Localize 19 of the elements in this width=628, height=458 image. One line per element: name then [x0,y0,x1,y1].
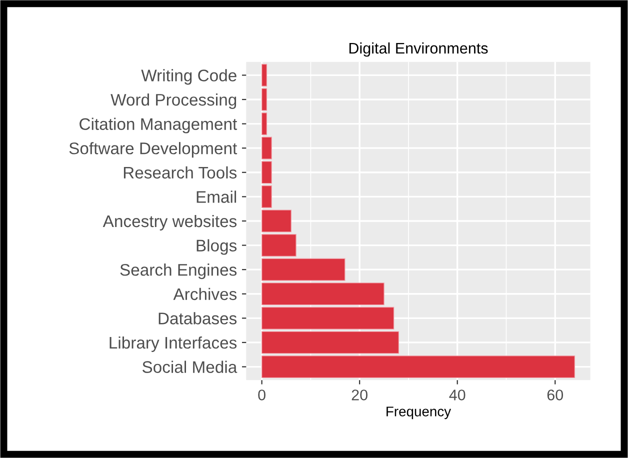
y-tick-label: Research Tools [124,166,237,179]
y-tick-label: Software Development [69,142,238,158]
y-tick-label: Citation Management [80,118,238,134]
y-tick-label: Social Media [142,360,238,373]
y-tick-label: Blogs [196,239,237,255]
y-tick-label: Word Processing [110,93,236,109]
y-tick-label: Email [196,190,236,203]
x-tick-label: 20 [352,390,368,400]
y-tick-label: Archives [173,288,237,300]
x-tick-label: 0 [258,390,266,400]
y-tick-label: Search Engines [120,264,237,280]
x-tick-label: 60 [547,390,564,400]
x-tick-label: 40 [449,390,466,400]
x-axis-title: Frequency [386,406,452,420]
y-tick-label: Databases [158,312,237,324]
y-tick-label: Writing Code [141,69,236,85]
y-tick-label: Library Interfaces [110,336,237,352]
y-tick-label: Ancestry websites [102,214,237,230]
chart-title: Digital Environments [349,42,488,57]
